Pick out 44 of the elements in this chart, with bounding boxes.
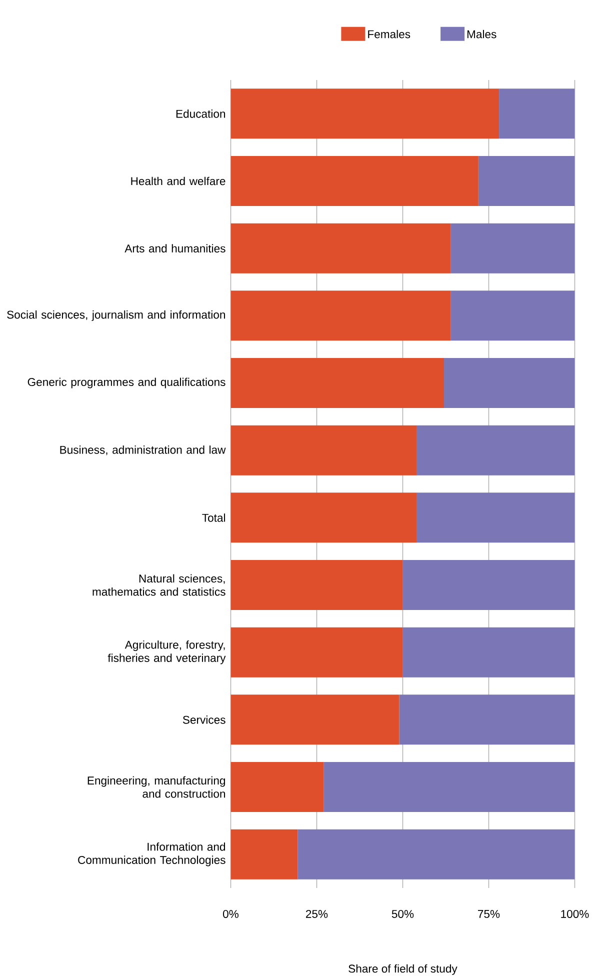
bar [444, 358, 575, 408]
bar [298, 829, 575, 880]
x-tick-label: 100% [561, 910, 589, 918]
bar [230, 492, 417, 543]
bar [478, 156, 575, 206]
bar [451, 290, 575, 341]
legend-label: Females [368, 30, 410, 38]
legend-label: Males [468, 30, 496, 38]
bar [416, 492, 575, 543]
bar [230, 829, 298, 880]
bar [499, 88, 575, 139]
bar [230, 88, 500, 139]
y-tick-label: Agriculture, forestry, fisheries and veterinary [108, 640, 226, 664]
bar [230, 156, 479, 206]
bar [230, 627, 403, 678]
y-tick-label: Natural sciences, mathematics and statistics [92, 574, 226, 596]
bar [230, 762, 324, 812]
y-tick-label: Total [202, 514, 226, 522]
x-tick-label: 50% [392, 910, 414, 918]
x-tick-label: 25% [306, 910, 328, 918]
y-tick-label: Engineering, manufacturing and construction [88, 776, 226, 798]
x-axis-title: Share of field of study [348, 964, 458, 975]
bar [451, 223, 575, 274]
y-tick-label: Education [176, 110, 226, 118]
bar [230, 290, 452, 341]
bar [402, 560, 575, 610]
bar [230, 223, 452, 274]
y-tick-label: Information and Communication Technologies [78, 842, 226, 866]
y-tick-label: Business, administration and law [60, 446, 226, 456]
y-tick-label: Generic programmes and qualifications [28, 378, 226, 388]
bar [399, 694, 575, 745]
bar [230, 560, 403, 610]
bar [416, 425, 575, 476]
bar [230, 425, 417, 476]
y-tick-label: Services [183, 716, 226, 724]
y-tick-label: Health and welfare [131, 176, 226, 186]
bar [230, 694, 400, 745]
bar [230, 358, 444, 408]
bar [324, 762, 575, 812]
bar [402, 627, 575, 678]
y-tick-label: Social sciences, journalism and information [7, 310, 226, 321]
x-tick-label: 75% [478, 910, 500, 918]
x-tick-label: 0% [223, 910, 239, 918]
y-tick-label: Arts and humanities [124, 244, 226, 252]
